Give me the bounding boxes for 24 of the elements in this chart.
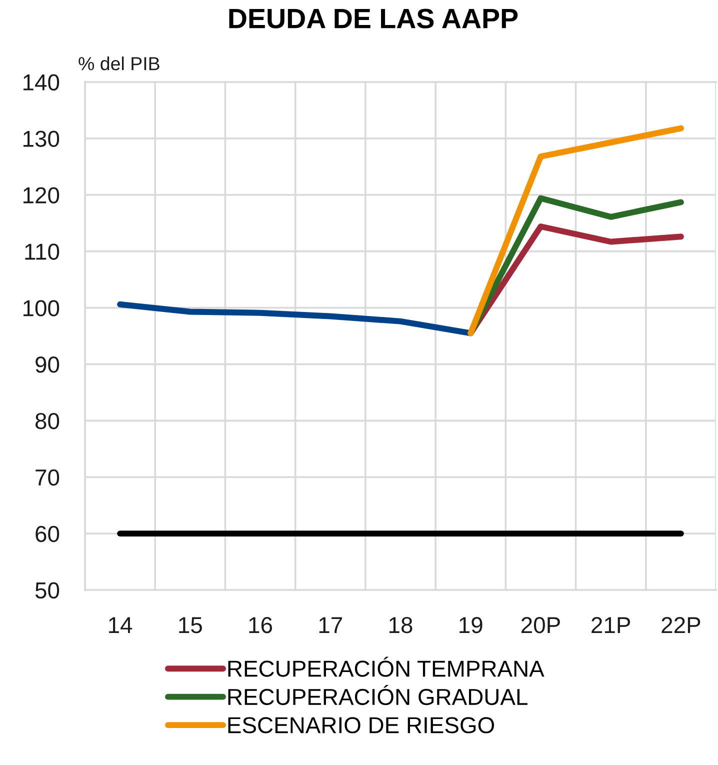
y-tick-label: 110 <box>25 244 60 260</box>
x-tick-label: 20P <box>521 616 560 634</box>
y-tick-label: 50 <box>35 582 60 599</box>
x-tick-label: 22P <box>662 616 700 633</box>
x-tick-label: 17 <box>319 617 342 633</box>
y-tick-label: 120 <box>24 187 60 204</box>
x-tick-label: 15 <box>179 617 202 634</box>
x-tick-label: 14 <box>109 617 132 633</box>
y-tick-label: 60 <box>36 526 60 542</box>
x-tick-label: 16 <box>249 616 272 634</box>
y-tick-label: 80 <box>36 412 60 430</box>
y-tick-label: 130 <box>24 130 60 147</box>
y-tick-label: 100 <box>24 300 60 316</box>
legend-label: ESCENARIO DE RIESGO <box>228 717 494 734</box>
legend-label: RECUPERACIÓN TEMPRANA <box>228 656 544 677</box>
legend-label: RECUPERACIÓN GRADUAL <box>228 684 528 706</box>
x-tick-label: 21P <box>592 616 630 633</box>
chart-title: DEUDA DE LAS AAPP <box>229 8 518 28</box>
y-tick-label: 140 <box>24 74 60 91</box>
x-tick-label: 18 <box>390 616 412 634</box>
x-tick-label: 19 <box>460 616 482 634</box>
y-axis-title: % del PIB <box>78 56 160 70</box>
y-tick-label: 70 <box>36 469 60 486</box>
y-tick-label: 90 <box>36 356 60 373</box>
